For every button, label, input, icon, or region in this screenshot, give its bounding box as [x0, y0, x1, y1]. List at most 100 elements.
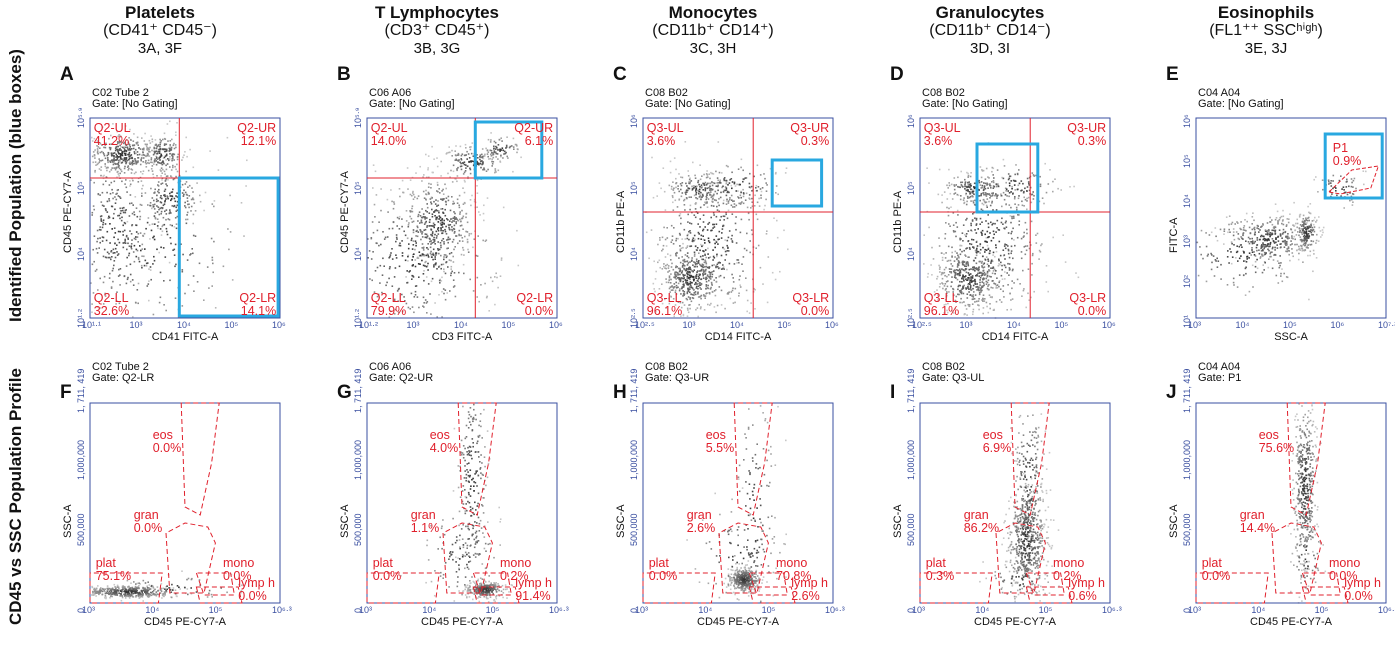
density-point [501, 257, 503, 259]
density-point [111, 256, 113, 258]
density-point [1321, 234, 1323, 236]
density-point [467, 231, 469, 233]
density-point [98, 158, 100, 160]
density-point [423, 302, 425, 304]
density-point [758, 186, 760, 188]
density-point [1223, 243, 1225, 245]
density-point [424, 223, 426, 225]
density-point [419, 229, 421, 231]
density-point [697, 288, 699, 290]
density-point [951, 268, 953, 270]
density-point [166, 155, 168, 157]
density-point [1281, 268, 1283, 270]
density-point [963, 203, 965, 205]
density-point [746, 290, 748, 292]
density-point [699, 164, 701, 166]
density-point [703, 251, 705, 253]
density-point [92, 162, 94, 164]
density-point [161, 202, 163, 204]
density-point [690, 281, 692, 283]
density-point [1014, 184, 1016, 186]
density-point [688, 290, 690, 292]
density-point [459, 195, 461, 197]
density-point [1007, 190, 1009, 192]
density-point [694, 235, 696, 237]
density-point [726, 254, 728, 256]
density-point [677, 274, 679, 276]
density-point [706, 177, 708, 179]
density-point [972, 294, 974, 296]
density-point [688, 262, 690, 264]
density-point [1227, 256, 1229, 258]
density-point [665, 256, 667, 258]
density-point [442, 222, 444, 224]
density-point [1355, 188, 1357, 190]
density-point [438, 230, 440, 232]
density-point [385, 285, 387, 287]
density-point [425, 154, 427, 156]
density-point [714, 290, 716, 292]
density-point [1268, 267, 1270, 269]
density-point [703, 204, 705, 206]
density-point [118, 253, 120, 255]
density-point [432, 231, 434, 233]
density-point [111, 189, 113, 191]
density-point [424, 218, 426, 220]
density-point [1272, 238, 1274, 240]
density-point [987, 231, 989, 233]
density-point [172, 189, 174, 191]
density-point [127, 238, 129, 240]
density-point [1249, 243, 1251, 245]
density-point [757, 202, 759, 204]
density-point [705, 277, 707, 279]
density-point [959, 271, 961, 273]
density-point [423, 306, 425, 308]
density-point [435, 219, 437, 221]
density-point [118, 153, 120, 155]
density-point [155, 150, 157, 152]
density-point [675, 169, 677, 171]
density-point [151, 208, 153, 210]
density-point [460, 166, 462, 168]
density-point [126, 257, 128, 259]
density-point [129, 163, 131, 165]
density-point [472, 247, 474, 249]
density-point [655, 278, 657, 280]
density-point [950, 271, 952, 273]
density-point [667, 271, 669, 273]
density-point [971, 195, 973, 197]
density-point [387, 199, 389, 201]
density-point [694, 239, 696, 241]
density-point [988, 201, 990, 203]
density-point [434, 243, 436, 245]
density-point [192, 191, 194, 193]
density-point [1259, 239, 1261, 241]
density-point [1240, 236, 1242, 238]
density-point [1307, 255, 1309, 257]
density-point [431, 281, 433, 283]
density-point [1226, 216, 1228, 218]
density-point [441, 291, 443, 293]
density-point [969, 197, 971, 199]
density-point [1280, 235, 1282, 237]
density-point [433, 264, 435, 266]
density-point [1346, 181, 1348, 183]
density-point [434, 210, 436, 212]
density-point [966, 201, 968, 203]
density-point [1349, 200, 1351, 202]
density-point [655, 271, 657, 273]
density-point [228, 249, 230, 251]
column-marker: (CD41⁺ CD45⁻) [40, 22, 280, 40]
density-point [1305, 217, 1307, 219]
density-point [167, 163, 169, 165]
density-point [440, 175, 442, 177]
density-point [159, 144, 161, 146]
density-point [480, 163, 482, 165]
density-point [703, 229, 705, 231]
density-point [779, 271, 781, 273]
density-point [723, 200, 725, 202]
density-point [486, 297, 488, 299]
density-point [724, 239, 726, 241]
density-point [1277, 236, 1279, 238]
density-point [992, 195, 994, 197]
